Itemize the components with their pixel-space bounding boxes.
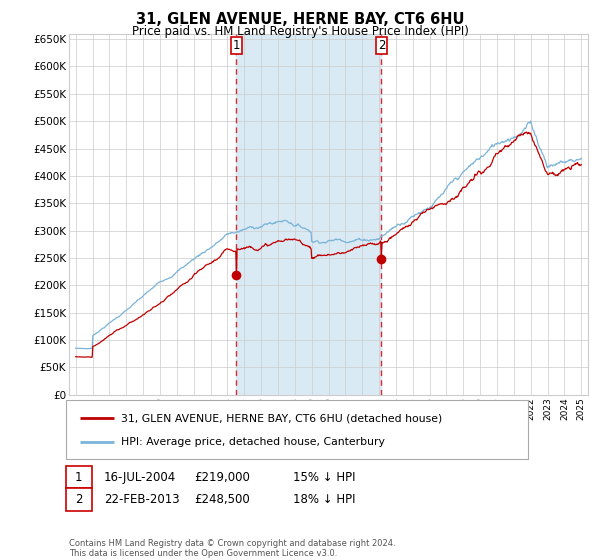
Text: 16-JUL-2004: 16-JUL-2004 <box>104 470 176 484</box>
Text: 1: 1 <box>233 39 240 52</box>
Text: Contains HM Land Registry data © Crown copyright and database right 2024.
This d: Contains HM Land Registry data © Crown c… <box>69 539 395 558</box>
Text: 1: 1 <box>75 470 83 484</box>
Text: HPI: Average price, detached house, Canterbury: HPI: Average price, detached house, Cant… <box>121 436 385 446</box>
Text: 31, GLEN AVENUE, HERNE BAY, CT6 6HU: 31, GLEN AVENUE, HERNE BAY, CT6 6HU <box>136 12 464 27</box>
Text: 31, GLEN AVENUE, HERNE BAY, CT6 6HU (detached house): 31, GLEN AVENUE, HERNE BAY, CT6 6HU (det… <box>121 413 442 423</box>
Text: 2: 2 <box>75 493 83 506</box>
Text: 2: 2 <box>377 39 385 52</box>
Text: 22-FEB-2013: 22-FEB-2013 <box>104 493 179 506</box>
Text: Price paid vs. HM Land Registry's House Price Index (HPI): Price paid vs. HM Land Registry's House … <box>131 25 469 38</box>
Text: 18% ↓ HPI: 18% ↓ HPI <box>293 493 355 506</box>
Text: £219,000: £219,000 <box>194 470 250 484</box>
Text: £248,500: £248,500 <box>194 493 250 506</box>
Text: 15% ↓ HPI: 15% ↓ HPI <box>293 470 355 484</box>
Bar <box>236 34 382 395</box>
